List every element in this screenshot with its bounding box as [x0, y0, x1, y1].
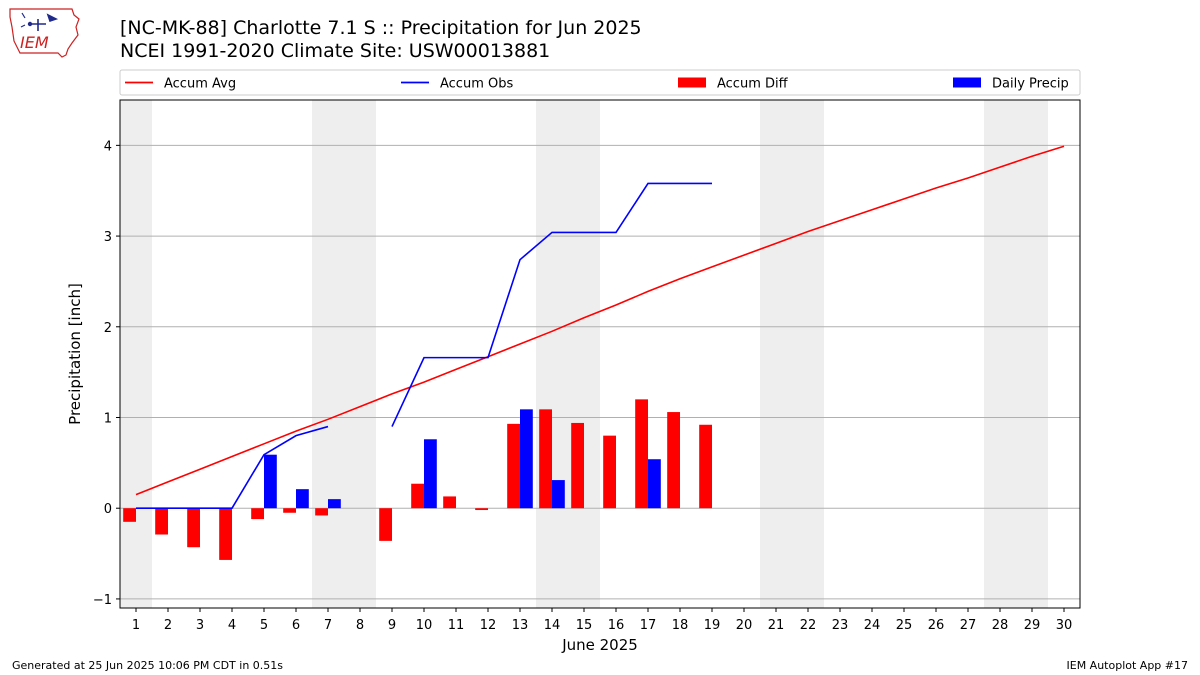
daily-precip-bar [648, 459, 661, 509]
accum-diff-bar [251, 508, 264, 520]
x-tick-label: 25 [896, 618, 913, 633]
accum-diff-bar [283, 508, 296, 513]
x-axis: 1 2 3 4 5 6 7 8 9 10 11 12 13 14 15 16 17 18 19 20 21 22 23 24 2… [132, 608, 1072, 633]
legend-label-accum-diff: Accum Diff [717, 77, 789, 92]
x-tick-label: 23 [832, 618, 849, 633]
legend-label-accum-avg: Accum Avg [164, 77, 236, 92]
weather-station-icon [27, 21, 33, 27]
daily-precip-bar [328, 499, 341, 509]
x-axis-label: June 2025 [561, 636, 638, 654]
x-tick-label: 30 [1056, 618, 1073, 633]
accum-diff-bar [667, 412, 680, 509]
x-tick-label: 6 [292, 618, 300, 633]
generated-timestamp: Generated at 25 Jun 2025 10:06 PM CDT in… [12, 659, 284, 672]
legend-swatch-daily-precip [953, 77, 981, 88]
legend-swatch-accum-diff [678, 77, 706, 88]
x-tick-label: 3 [196, 618, 204, 633]
x-tick-label: 7 [324, 618, 332, 633]
x-tick-label: 26 [928, 618, 945, 633]
x-tick-label: 18 [672, 618, 689, 633]
accum-diff-bar [219, 508, 232, 560]
x-tick-label: 19 [704, 618, 721, 633]
legend-label-daily-precip: Daily Precip [992, 77, 1069, 92]
weekend-band [536, 100, 600, 608]
daily-precip-bar [552, 480, 565, 509]
accum-diff-bar [539, 409, 552, 509]
y-tick-label: 1 [104, 412, 112, 427]
y-tick-label: 2 [104, 321, 112, 336]
legend-box [119, 69, 1081, 96]
y-tick-label: 0 [104, 502, 112, 517]
chart-title: [NC-MK-88] Charlotte 7.1 S :: Precipitat… [120, 17, 642, 39]
logo-text: IEM [20, 33, 49, 52]
y-axis-label: Precipitation [inch] [66, 283, 84, 425]
daily-precip-bar [520, 409, 533, 509]
x-tick-label: 27 [960, 618, 977, 633]
x-tick-label: 5 [260, 618, 268, 633]
x-tick-label: 29 [1024, 618, 1041, 633]
accum-diff-bar [635, 399, 648, 509]
accum-avg-line [135, 145, 1065, 496]
x-tick-label: 20 [736, 618, 753, 633]
plot-frame [119, 99, 1081, 609]
accum-diff-bar [475, 508, 488, 511]
accum-diff-bar [443, 496, 456, 509]
accum-obs-line [391, 182, 712, 427]
weekend-shading [120, 100, 1048, 608]
y-tick-label: −1 [93, 593, 112, 608]
x-tick-label: 14 [544, 618, 561, 633]
legend-label-accum-obs: Accum Obs [440, 77, 513, 92]
x-tick-label: 24 [864, 618, 881, 633]
y-tick-label: 4 [104, 139, 112, 154]
accum-diff-bar [187, 508, 200, 548]
accum-diff-bar [507, 423, 520, 509]
iem-logo: IEM [9, 8, 80, 58]
chart-subtitle: NCEI 1991-2020 Climate Site: USW00013881 [120, 40, 551, 62]
x-tick-label: 11 [448, 618, 465, 633]
accum-diff-bar [699, 424, 712, 509]
x-tick-label: 8 [356, 618, 364, 633]
accum-diff-bar [155, 508, 168, 535]
x-tick-label: 16 [608, 618, 625, 633]
weekend-band [760, 100, 824, 608]
lines [135, 145, 1065, 510]
y-axis: −1 0 1 2 3 4 [93, 139, 120, 608]
legend: Accum Avg Accum Obs Accum Diff Daily Precip [119, 69, 1081, 96]
x-tick-label: 2 [164, 618, 172, 633]
app-credit: IEM Autoplot App #17 [1066, 659, 1189, 672]
x-tick-label: 9 [388, 618, 396, 633]
x-tick-label: 15 [576, 618, 593, 633]
accum-diff-bar [123, 508, 136, 522]
y-gridlines [120, 144, 1080, 600]
accum-diff-bar [411, 483, 424, 509]
accum-obs-line [136, 425, 329, 510]
accum-diff-bar [379, 508, 392, 541]
x-tick-label: 10 [416, 618, 433, 633]
weekend-band [312, 100, 376, 608]
bars [123, 399, 712, 560]
x-tick-label: 21 [768, 618, 785, 633]
daily-precip-bar [264, 454, 277, 509]
x-tick-label: 17 [640, 618, 657, 633]
accum-diff-bar [315, 508, 328, 516]
x-tick-label: 12 [480, 618, 497, 633]
daily-precip-bar [296, 489, 309, 509]
x-tick-label: 22 [800, 618, 817, 633]
x-tick-label: 4 [228, 618, 236, 633]
accum-diff-bar [571, 422, 584, 509]
daily-precip-bar [424, 439, 437, 509]
x-tick-label: 1 [132, 618, 140, 633]
accum-diff-bar [603, 435, 616, 509]
weekend-band [984, 100, 1048, 608]
iowa-state-outline [9, 8, 80, 58]
x-tick-label: 13 [512, 618, 529, 633]
x-tick-label: 28 [992, 618, 1009, 633]
y-tick-label: 3 [104, 230, 112, 245]
weekend-band [120, 100, 152, 608]
